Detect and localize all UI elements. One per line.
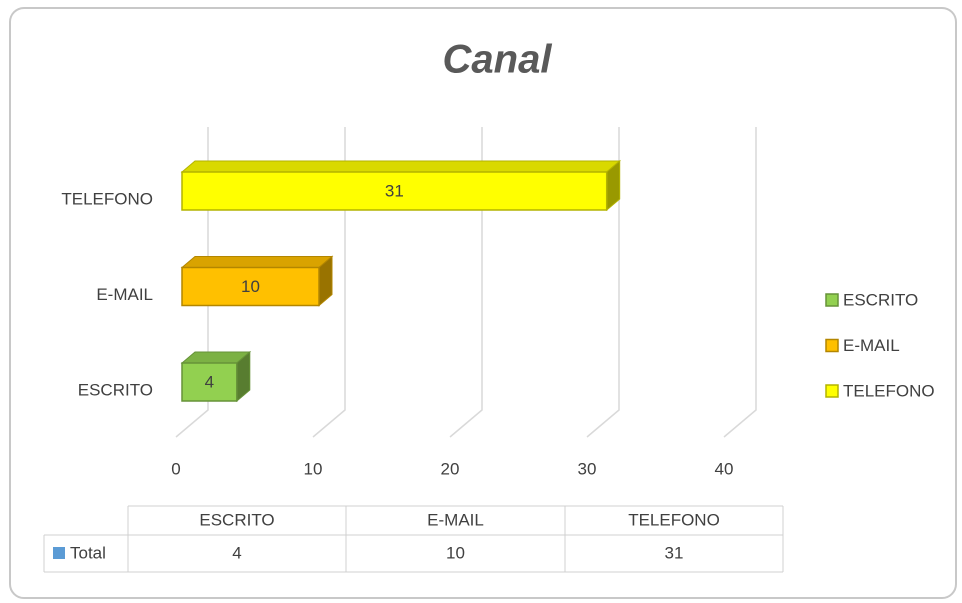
x-tick-label: 40 [715, 459, 734, 478]
chart-frame [9, 7, 957, 599]
legend-label: TELEFONO [843, 381, 935, 400]
chart-title: Canal [443, 38, 553, 82]
table-value: 4 [232, 543, 241, 562]
legend-label: ESCRITO [843, 290, 918, 309]
bar-top [180, 256, 334, 268]
data-label: 10 [241, 277, 260, 296]
x-tick-label: 20 [441, 459, 460, 478]
y-tick-label: ESCRITO [78, 380, 153, 399]
table-header: E-MAIL [427, 510, 484, 529]
x-tick-label: 30 [578, 459, 597, 478]
x-tick-label: 10 [304, 459, 323, 478]
table-header: TELEFONO [628, 510, 720, 529]
bar [181, 171, 608, 211]
legend-label: E-MAIL [843, 336, 900, 355]
grid-line [175, 127, 209, 438]
data-label: 31 [385, 181, 404, 200]
table-value: 10 [446, 543, 465, 562]
x-tick-label: 0 [171, 459, 180, 478]
legend-swatch [825, 293, 839, 307]
table-swatch [53, 547, 65, 559]
y-tick-label: E-MAIL [96, 285, 153, 304]
bar [181, 266, 320, 307]
y-tick-label: TELEFONO [61, 189, 153, 208]
grid-line [312, 127, 346, 438]
table-header: ESCRITO [199, 510, 274, 529]
grid-line [586, 127, 620, 438]
grid-line [723, 127, 757, 438]
table-value: 31 [665, 543, 684, 562]
legend-swatch [825, 338, 839, 353]
bar-top [180, 160, 622, 173]
data-label: 4 [205, 372, 214, 391]
legend-swatch [825, 384, 839, 398]
table-series-name: Total [70, 543, 106, 562]
bar [181, 362, 238, 402]
grid-line [449, 127, 483, 438]
